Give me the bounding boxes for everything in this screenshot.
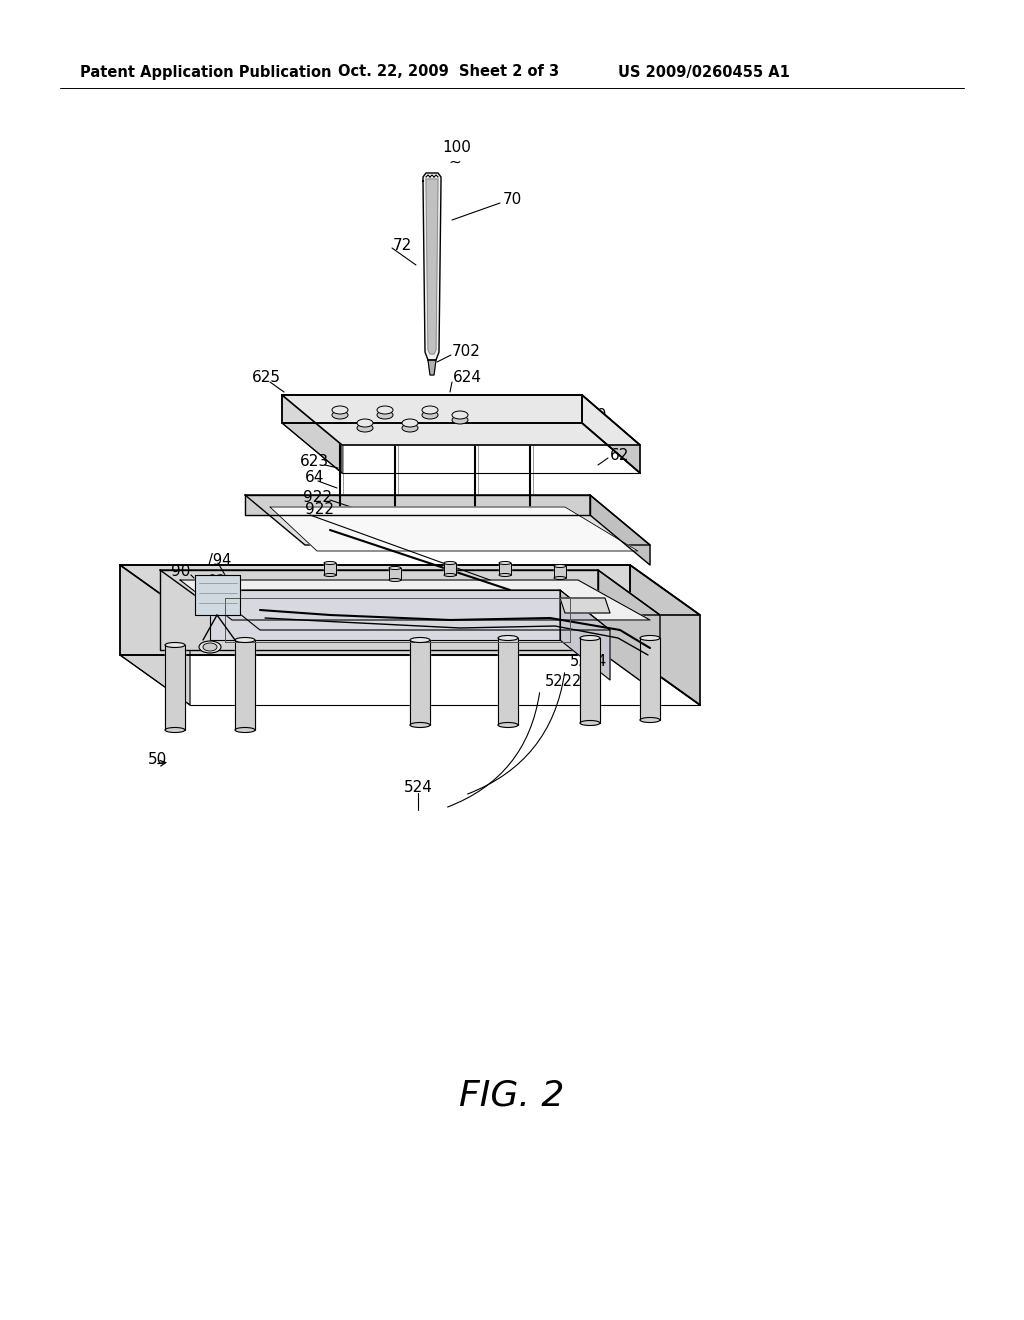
Polygon shape bbox=[120, 565, 630, 655]
Text: 624: 624 bbox=[453, 371, 482, 385]
Ellipse shape bbox=[377, 411, 393, 418]
Polygon shape bbox=[410, 640, 430, 725]
Text: Patent Application Publication: Patent Application Publication bbox=[80, 65, 332, 79]
Polygon shape bbox=[630, 565, 700, 705]
Text: 64: 64 bbox=[305, 470, 325, 486]
Text: 922: 922 bbox=[303, 490, 332, 504]
Ellipse shape bbox=[402, 418, 418, 426]
Polygon shape bbox=[499, 564, 511, 576]
Ellipse shape bbox=[422, 407, 438, 414]
Polygon shape bbox=[560, 590, 610, 680]
Polygon shape bbox=[582, 395, 640, 473]
Text: FIG. 2: FIG. 2 bbox=[460, 1078, 564, 1111]
Polygon shape bbox=[245, 495, 650, 545]
Polygon shape bbox=[165, 645, 185, 730]
Ellipse shape bbox=[357, 418, 373, 426]
Text: 92: 92 bbox=[207, 574, 225, 590]
Ellipse shape bbox=[332, 407, 348, 414]
Ellipse shape bbox=[203, 643, 217, 651]
Polygon shape bbox=[282, 395, 582, 422]
Polygon shape bbox=[423, 173, 441, 360]
Polygon shape bbox=[560, 598, 610, 612]
Text: 60: 60 bbox=[588, 408, 607, 422]
Text: 90: 90 bbox=[171, 565, 190, 579]
Text: 5224: 5224 bbox=[570, 655, 607, 669]
Ellipse shape bbox=[498, 722, 518, 727]
Ellipse shape bbox=[324, 561, 336, 565]
Polygon shape bbox=[180, 579, 650, 620]
Ellipse shape bbox=[499, 561, 511, 565]
Polygon shape bbox=[590, 495, 650, 565]
Ellipse shape bbox=[357, 424, 373, 432]
Text: 100: 100 bbox=[442, 140, 471, 156]
Ellipse shape bbox=[324, 573, 336, 577]
Polygon shape bbox=[498, 638, 518, 725]
Ellipse shape bbox=[234, 638, 255, 643]
Text: 72: 72 bbox=[393, 238, 413, 252]
Polygon shape bbox=[195, 576, 240, 615]
Ellipse shape bbox=[640, 635, 660, 640]
Text: 623: 623 bbox=[300, 454, 329, 470]
Ellipse shape bbox=[452, 416, 468, 424]
Polygon shape bbox=[120, 565, 190, 705]
Polygon shape bbox=[210, 590, 610, 630]
Ellipse shape bbox=[580, 721, 600, 726]
Ellipse shape bbox=[554, 577, 566, 579]
Ellipse shape bbox=[410, 722, 430, 727]
Text: ~: ~ bbox=[449, 154, 461, 169]
Text: 524: 524 bbox=[403, 780, 432, 796]
Polygon shape bbox=[598, 570, 660, 696]
Ellipse shape bbox=[580, 635, 600, 640]
Polygon shape bbox=[389, 568, 401, 579]
Polygon shape bbox=[282, 395, 342, 473]
Ellipse shape bbox=[165, 727, 185, 733]
Polygon shape bbox=[580, 638, 600, 723]
Text: /94: /94 bbox=[208, 553, 231, 568]
Text: 62: 62 bbox=[610, 447, 630, 462]
Polygon shape bbox=[160, 570, 598, 649]
Ellipse shape bbox=[554, 565, 566, 568]
Ellipse shape bbox=[499, 573, 511, 577]
Ellipse shape bbox=[452, 411, 468, 418]
Text: 625: 625 bbox=[252, 371, 281, 385]
Ellipse shape bbox=[389, 578, 401, 582]
Ellipse shape bbox=[410, 638, 430, 643]
Polygon shape bbox=[426, 180, 438, 354]
Text: US 2009/0260455 A1: US 2009/0260455 A1 bbox=[618, 65, 790, 79]
Polygon shape bbox=[160, 570, 660, 615]
Polygon shape bbox=[234, 640, 255, 730]
Ellipse shape bbox=[422, 411, 438, 418]
Text: 50: 50 bbox=[148, 752, 167, 767]
Polygon shape bbox=[210, 590, 560, 640]
Ellipse shape bbox=[444, 573, 456, 577]
Polygon shape bbox=[428, 360, 436, 375]
Polygon shape bbox=[554, 566, 566, 578]
Ellipse shape bbox=[640, 718, 660, 722]
Ellipse shape bbox=[389, 566, 401, 569]
Text: 922: 922 bbox=[305, 503, 334, 517]
Polygon shape bbox=[444, 564, 456, 576]
Ellipse shape bbox=[402, 424, 418, 432]
Polygon shape bbox=[640, 638, 660, 719]
Ellipse shape bbox=[444, 561, 456, 565]
Polygon shape bbox=[245, 495, 590, 515]
Text: 70: 70 bbox=[503, 193, 522, 207]
Ellipse shape bbox=[165, 643, 185, 648]
Text: Oct. 22, 2009  Sheet 2 of 3: Oct. 22, 2009 Sheet 2 of 3 bbox=[338, 65, 559, 79]
Ellipse shape bbox=[377, 407, 393, 414]
Polygon shape bbox=[120, 565, 700, 615]
Ellipse shape bbox=[199, 642, 221, 653]
Ellipse shape bbox=[498, 635, 518, 640]
Ellipse shape bbox=[332, 411, 348, 418]
Polygon shape bbox=[282, 395, 640, 445]
Polygon shape bbox=[324, 564, 336, 576]
Text: 702: 702 bbox=[452, 345, 481, 359]
Ellipse shape bbox=[234, 727, 255, 733]
Polygon shape bbox=[270, 507, 638, 550]
Text: 5222: 5222 bbox=[545, 675, 583, 689]
